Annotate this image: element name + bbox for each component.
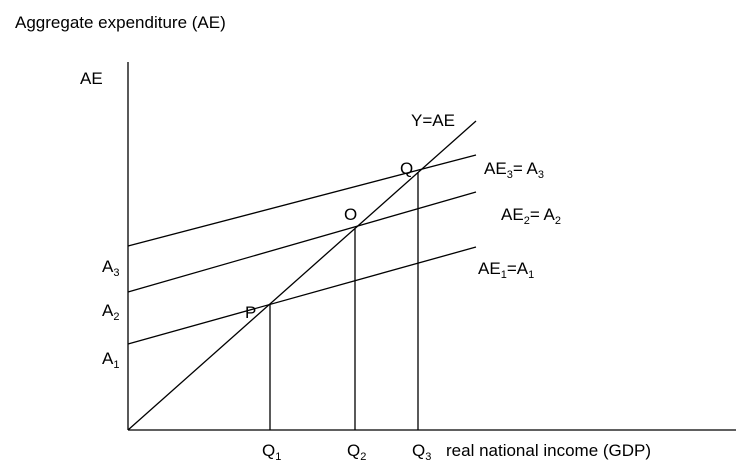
- point-label: Q: [400, 159, 413, 178]
- x-tick-label: Q3: [412, 441, 431, 463]
- ae-line-label: AE1=A1: [478, 259, 534, 281]
- point-label: O: [344, 205, 357, 224]
- ae-line: [127, 154, 477, 247]
- y-tick-label: A2: [102, 301, 119, 323]
- ae-line: [127, 246, 477, 345]
- y-axis-label: AE: [80, 69, 103, 88]
- line-45-label: Y=AE: [411, 111, 455, 130]
- y-tick-label: A3: [102, 257, 119, 279]
- x-tick-label: Q2: [347, 441, 366, 463]
- point-label: P: [245, 303, 256, 322]
- line-45: [127, 120, 477, 431]
- y-tick-label: A1: [102, 349, 119, 371]
- title: Aggregate expenditure (AE): [15, 13, 226, 32]
- x-axis-label: real national income (GDP): [446, 441, 651, 460]
- x-tick-label: Q1: [262, 441, 281, 463]
- ae-line-label: AE3= A3: [484, 159, 544, 181]
- ae-line: [127, 191, 477, 293]
- ae-line-label: AE2= A2: [501, 205, 561, 227]
